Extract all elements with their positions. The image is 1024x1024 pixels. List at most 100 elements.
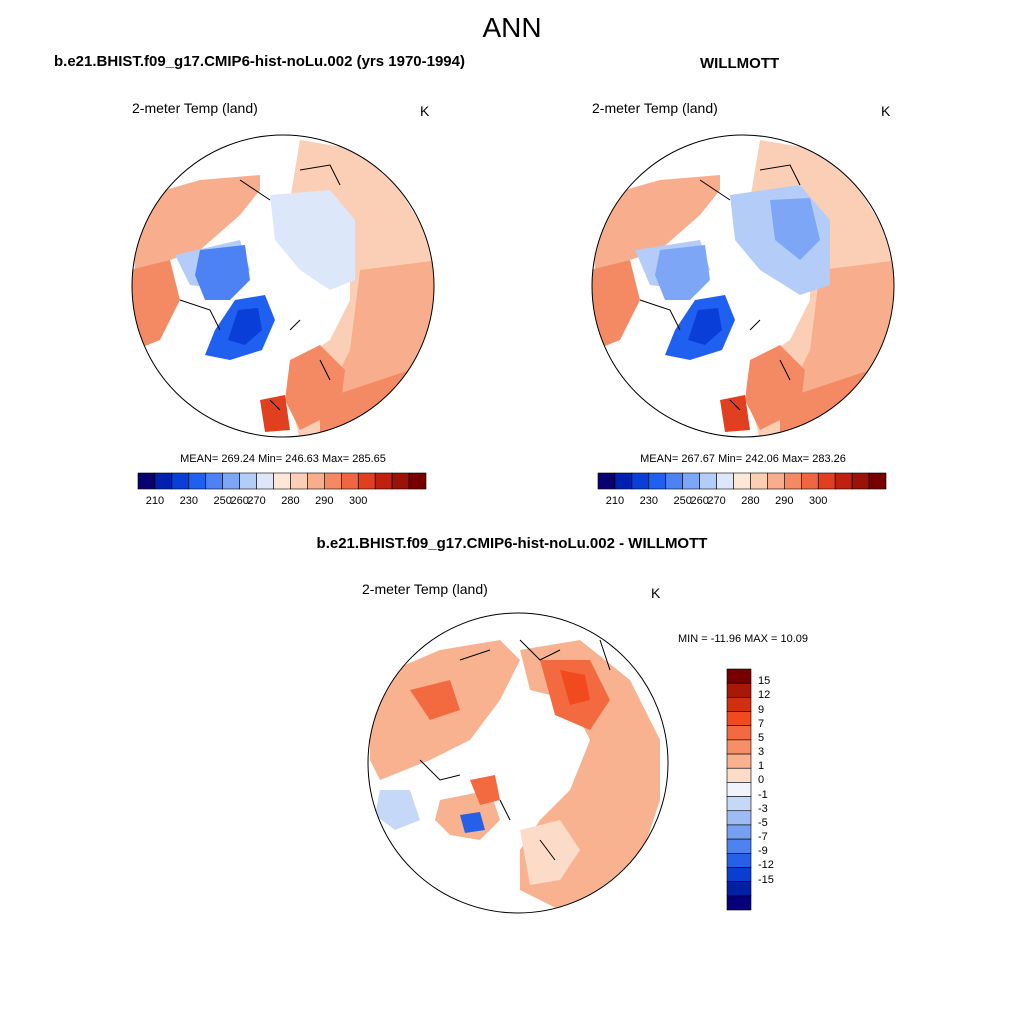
colorbar-diff-swatch (726, 895, 752, 911)
colorbar-diff-swatch (726, 668, 752, 684)
colorbar-obs-swatch (716, 472, 734, 490)
colorbar-diff-tick-label: -12 (758, 859, 774, 872)
map-diff-boundary (367, 612, 669, 914)
colorbar-diff-swatch (726, 725, 752, 741)
panel-title-diff: b.e21.BHIST.f09_g17.CMIP6-hist-noLu.002 … (316, 535, 708, 552)
colorbar-model-swatch (374, 472, 393, 490)
colorbar-diff-swatch (726, 782, 752, 797)
colorbar-diff-swatch (726, 838, 752, 854)
colorbar-model-swatch (137, 472, 156, 490)
units-label-model: K (420, 103, 430, 119)
colorbar-diff-tick-label: -5 (758, 816, 768, 829)
colorbar-model-swatch (154, 472, 173, 490)
colorbar-diff-tick-label: -1 (758, 788, 768, 801)
stats-model: MEAN= 269.24 Min= 246.63 Max= 285.65 (180, 453, 386, 465)
map-diff-coastlines (419, 639, 611, 861)
colorbar-obs-swatch (665, 472, 684, 490)
colorbar-model-swatch (408, 472, 427, 490)
colorbar-model-swatch (290, 472, 308, 490)
colorbar-obs-swatch (784, 472, 802, 490)
colorbar-model-tick-label: 260 (230, 495, 249, 507)
colorbar-diff-tick-label: -9 (758, 845, 768, 858)
colorbar-model-swatch (324, 472, 342, 490)
colorbar-obs-swatch (817, 472, 836, 490)
colorbar-diff-swatch (726, 881, 752, 897)
colorbar-obs-tick-label: 290 (775, 495, 794, 507)
colorbar-diff-swatch (726, 697, 752, 712)
colorbar-obs-swatch (699, 472, 717, 490)
colorbar-obs-swatch (682, 472, 700, 490)
colorbar-diff-swatch (726, 739, 752, 755)
map-obs-boundary (591, 134, 895, 438)
stats-obs: MEAN= 267.67 Min= 242.06 Max= 283.26 (640, 453, 846, 465)
colorbar-model-swatch (205, 472, 224, 490)
colorbar-diff-tick-label: 12 (758, 689, 771, 702)
map-obs (592, 135, 894, 437)
colorbar-model-swatch (391, 472, 410, 490)
colorbar-diff-swatch (726, 767, 752, 783)
colorbar-diff-swatch (726, 867, 752, 882)
panel-title-model: b.e21.BHIST.f09_g17.CMIP6-hist-noLu.002 … (54, 53, 465, 70)
colorbar-obs-tick-label: 210 (605, 495, 625, 507)
colorbar-diff-tick-label: 15 (758, 675, 771, 688)
colorbar-diff-swatch (726, 824, 752, 840)
colorbar-diff-tick-label: 3 (758, 746, 765, 759)
colorbar-diff-swatch (726, 852, 752, 868)
map-model-boundary (131, 134, 435, 438)
colorbar-model-tick-label: 210 (145, 495, 165, 507)
colorbar-model-swatch (357, 472, 376, 490)
colorbar-obs-swatch (800, 472, 819, 490)
units-label-diff: K (651, 585, 661, 601)
colorbar-obs-tick-label: 260 (690, 495, 709, 507)
colorbar-diff-tick-label: 0 (758, 774, 765, 787)
colorbar-obs-swatch (648, 472, 667, 490)
colorbar-obs-swatch (868, 472, 887, 490)
colorbar-obs-swatch (767, 472, 785, 490)
colorbar-obs (597, 472, 887, 490)
colorbar-obs-tick-label: 300 (809, 495, 828, 507)
colorbar-model-swatch (256, 472, 274, 490)
colorbar-model-tick-label: 290 (315, 495, 334, 507)
map-model (132, 135, 434, 437)
colorbar-model-swatch (222, 472, 240, 490)
variable-label-model: 2-meter Temp (land) (132, 100, 258, 116)
colorbar-model (137, 472, 427, 490)
units-label-obs: K (881, 103, 891, 119)
colorbar-model-swatch (340, 472, 359, 490)
colorbar-diff-tick-label: 1 (758, 760, 765, 773)
colorbar-obs-tick-label: 280 (741, 495, 760, 507)
colorbar-model-swatch (239, 472, 257, 490)
colorbar-obs-swatch (851, 472, 870, 490)
colorbar-diff-swatch (726, 753, 752, 769)
colorbar-diff-tick-label: -3 (758, 802, 768, 815)
colorbar-model-tick-label: 270 (247, 495, 266, 507)
stats-diff: MIN = -11.96 MAX = 10.09 (678, 633, 809, 645)
colorbar-model-swatch (188, 472, 207, 490)
colorbar-diff-tick-label: 7 (758, 717, 765, 730)
variable-label-diff: 2-meter Temp (land) (362, 581, 488, 597)
variable-label-obs: 2-meter Temp (land) (592, 100, 718, 116)
map-diff (368, 613, 668, 913)
panel-title-obs: WILLMOTT (700, 55, 780, 72)
colorbar-obs-swatch (834, 472, 853, 490)
colorbar-diff-swatch (726, 711, 752, 727)
colorbar-diff-tick-label: 5 (758, 731, 765, 744)
colorbar-model-tick-label: 280 (281, 495, 300, 507)
colorbar-model-swatch (171, 472, 190, 490)
colorbar-diff-tick-label: -7 (758, 831, 768, 844)
colorbar-diff-tick-label: -15 (758, 873, 774, 886)
colorbar-diff-swatch (726, 682, 752, 698)
colorbar-model-tick-label: 300 (349, 495, 368, 507)
colorbar-obs-swatch (631, 472, 650, 490)
map-obs-coastlines (639, 164, 801, 411)
colorbar-obs-swatch (597, 472, 616, 490)
colorbar-diff-tick-label: 9 (758, 703, 765, 716)
map-model-coastlines (179, 164, 341, 411)
figure-title: ANN (482, 12, 542, 43)
colorbar-obs-tick-label: 230 (639, 495, 658, 507)
colorbar-model-tick-label: 250 (213, 495, 232, 507)
colorbar-obs-swatch (733, 472, 751, 490)
colorbar-obs-swatch (614, 472, 633, 490)
colorbar-diff (726, 668, 752, 911)
